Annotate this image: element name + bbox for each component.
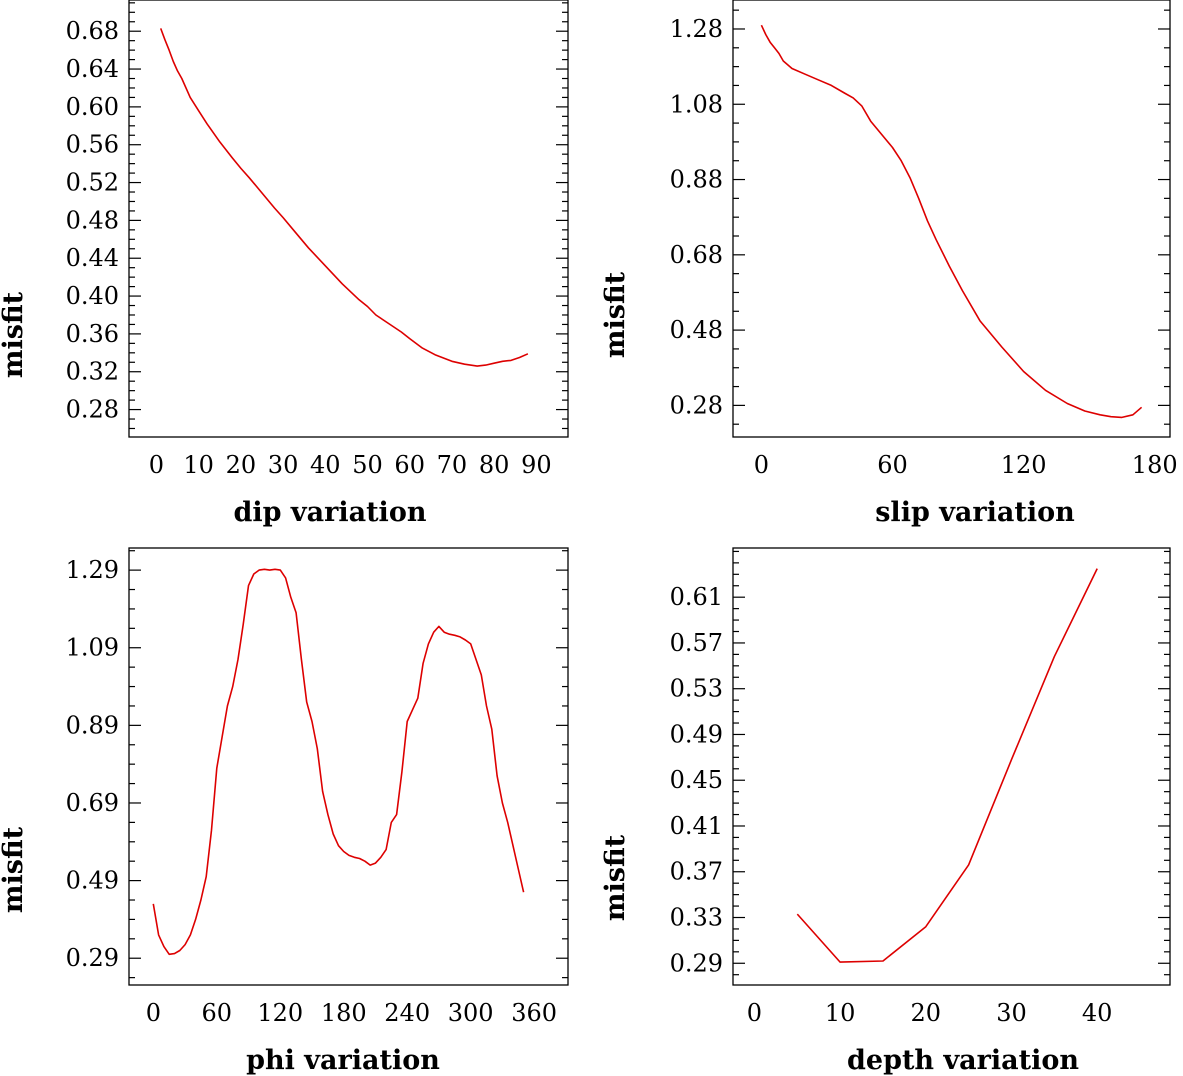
x-tick-label: 40 xyxy=(1082,999,1113,1027)
x-tick-label: 10 xyxy=(825,999,856,1027)
x-tick-label: 60 xyxy=(877,451,908,479)
y-tick-label: 0.88 xyxy=(670,166,723,194)
x-tick-label: 50 xyxy=(352,451,383,479)
y-tick-label: 0.48 xyxy=(670,316,723,344)
y-tick-label: 0.45 xyxy=(670,766,723,794)
y-axis-label: misfit xyxy=(0,291,29,378)
y-tick-label: 0.49 xyxy=(670,720,723,748)
y-tick-label: 0.69 xyxy=(66,789,119,817)
y-axis-label: misfit xyxy=(0,826,29,913)
y-tick-label: 0.32 xyxy=(66,358,119,386)
y-tick-label: 0.28 xyxy=(66,396,119,424)
misfit-line xyxy=(760,24,1143,419)
x-tick-label: 0 xyxy=(149,451,164,479)
y-tick-label: 0.49 xyxy=(66,867,119,895)
y-tick-label: 0.68 xyxy=(670,241,723,269)
x-tick-label: 120 xyxy=(1001,451,1047,479)
x-tick-label: 360 xyxy=(511,999,557,1027)
x-tick-label: 120 xyxy=(257,999,303,1027)
plot-frame xyxy=(732,0,1171,438)
x-tick-label: 60 xyxy=(394,451,425,479)
y-tick-label: 0.28 xyxy=(670,391,723,419)
x-tick-label: 60 xyxy=(202,999,233,1027)
y-tick-label: 0.68 xyxy=(66,17,119,45)
plot-frame xyxy=(732,547,1171,986)
x-tick-label: 0 xyxy=(754,451,769,479)
y-tick-label: 0.57 xyxy=(670,629,723,657)
misfit-line xyxy=(152,568,525,956)
y-tick-label: 0.64 xyxy=(66,55,119,83)
y-tick-label: 0.41 xyxy=(670,812,723,840)
misfit-line xyxy=(159,28,529,367)
x-tick-label: 300 xyxy=(448,999,494,1027)
y-tick-label: 1.29 xyxy=(66,556,119,584)
y-tick-label: 0.44 xyxy=(66,244,119,272)
chart-panel-2: 0.28 0.48 0.68 0.88 1.08 1.28 0 60 120 180 slip va… xyxy=(600,0,1178,528)
y-tick-label: 0.29 xyxy=(670,949,723,977)
plot-frame xyxy=(128,547,569,986)
y-axis-label: misfit xyxy=(600,271,631,358)
y-tick-label: 0.56 xyxy=(66,131,119,159)
x-tick-label: 240 xyxy=(384,999,430,1027)
x-axis-label: depth variation xyxy=(847,1045,1079,1076)
y-tick-label: 0.53 xyxy=(670,675,723,703)
chart-panel-4: 0.29 0.33 0.37 0.41 0.45 0.49 0.53 0.57 0.61 0 10 2… xyxy=(600,547,1171,1076)
x-axis-label: slip variation xyxy=(875,497,1075,528)
x-tick-label: 20 xyxy=(226,451,257,479)
y-tick-label: 0.37 xyxy=(670,858,723,886)
x-tick-label: 40 xyxy=(310,451,341,479)
y-axis-label: misfit xyxy=(600,834,631,921)
plot-frame xyxy=(128,0,569,438)
x-tick-label: 90 xyxy=(521,451,552,479)
y-tick-label: 1.28 xyxy=(670,15,723,43)
y-tick-label: 0.89 xyxy=(66,711,119,739)
y-tick-label: 0.36 xyxy=(66,320,119,348)
y-tick-label: 0.48 xyxy=(66,206,119,234)
y-tick-label: 0.40 xyxy=(66,282,119,310)
y-tick-label: 0.60 xyxy=(66,93,119,121)
x-axis-label: dip variation xyxy=(234,497,427,528)
x-tick-label: 30 xyxy=(268,451,299,479)
misfit-line xyxy=(796,568,1098,963)
y-tick-label: 1.08 xyxy=(670,90,723,118)
x-tick-label: 0 xyxy=(747,999,762,1027)
chart-panel-1: 0.28 0.32 0.36 0.40 0.44 0.48 0.52 0.56 0.60 0.64… xyxy=(0,0,569,528)
y-tick-label: 0.29 xyxy=(66,944,119,972)
y-tick-label: 0.61 xyxy=(670,583,723,611)
y-tick-label: 1.09 xyxy=(66,634,119,662)
x-tick-label: 30 xyxy=(996,999,1027,1027)
chart-panel-3: 0.29 0.49 0.69 0.89 1.09 1.29 0 60 120 180 240 300 3… xyxy=(0,547,569,1076)
x-axis-label: phi variation xyxy=(246,1045,440,1076)
x-tick-label: 20 xyxy=(911,999,942,1027)
x-tick-label: 70 xyxy=(437,451,468,479)
y-tick-label: 0.33 xyxy=(670,904,723,932)
y-tick-label: 0.52 xyxy=(66,169,119,197)
x-tick-label: 180 xyxy=(321,999,367,1027)
x-tick-label: 10 xyxy=(183,451,214,479)
x-tick-label: 0 xyxy=(146,999,161,1027)
x-tick-label: 180 xyxy=(1132,451,1178,479)
x-tick-label: 80 xyxy=(479,451,510,479)
